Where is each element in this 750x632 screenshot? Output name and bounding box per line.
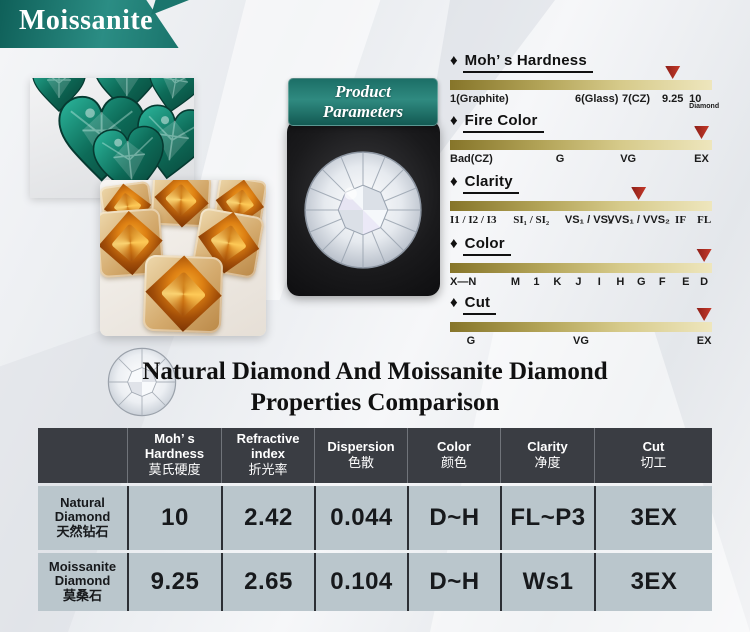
scale-tick-label: SI₁ / SI₂ xyxy=(513,214,550,226)
properties-comparison-table: Moh’ s Hardness 莫氏硬度 Refractive index 折光… xyxy=(38,428,712,611)
row-label: Moissanite Diamond 莫桑石 xyxy=(48,558,117,604)
scale-tick-label: G xyxy=(466,335,476,347)
scale-clarity: ♦ Clarity I1 / I2 / I3 SI₁ / SI₂ VS₁ / VS… xyxy=(450,173,712,230)
table-cell: 0.104 xyxy=(314,553,407,611)
scale-tick-label: M xyxy=(510,276,521,288)
scale-heading: Fire Color xyxy=(462,112,544,133)
comparison-title-line1: Natural Diamond And Moissanite Diamond xyxy=(142,358,608,385)
scale-tick-label: G xyxy=(555,153,565,165)
scale-cut: ♦ Cut G VG EX xyxy=(450,294,712,351)
scale-heading: Moh’ s Hardness xyxy=(462,52,593,73)
row-label: Natural Diamond 天然钻石 xyxy=(54,494,111,540)
scale-tick-label: VG xyxy=(620,153,637,165)
scale-tick-label: VS₁ / VS₂ xyxy=(564,214,613,226)
comparison-title: Natural Diamond And Moissanite Diamond P… xyxy=(0,356,750,419)
brand-banner-ribbon-tip xyxy=(151,0,189,15)
table-cell: D~H xyxy=(407,486,500,550)
marker-triangle-icon xyxy=(665,66,681,79)
scale-tick-label: 6(Glass) xyxy=(575,93,619,105)
product-label-line1: Product xyxy=(335,82,391,102)
diamond-bullet-icon: ♦ xyxy=(450,112,458,129)
scale-tick-label: 10 Diamond xyxy=(689,93,720,110)
table-cell: 2.42 xyxy=(221,486,314,550)
product-parameters-label: Product Parameters xyxy=(288,78,438,126)
scale-tick-label: I xyxy=(597,276,601,288)
table-header-refractive: Refractive index 折光率 xyxy=(221,428,314,483)
gradient-scale-bar xyxy=(450,308,712,332)
brand-name: Moissanite xyxy=(19,5,154,36)
diamond-bullet-icon: ♦ xyxy=(450,235,458,252)
scale-tick-label: IF xyxy=(675,214,687,226)
scale-tick-label: E xyxy=(682,276,690,288)
orange-radiant-gems-photo xyxy=(100,180,266,336)
scale-tick-label: K xyxy=(553,276,562,288)
scale-tick-label: EX xyxy=(696,335,712,347)
scale-tick-label: J xyxy=(575,276,582,288)
brand-banner: Moissanite xyxy=(0,0,190,48)
table-cell: 0.044 xyxy=(314,486,407,550)
scale-heading: Cut xyxy=(462,294,497,315)
table-cell: D~H xyxy=(407,553,500,611)
marker-triangle-icon xyxy=(631,187,647,200)
scale-tick-label: G xyxy=(636,276,646,288)
table-cell: 3EX xyxy=(594,553,712,611)
table-cell: FL~P3 xyxy=(500,486,594,550)
scale-tick-label: 9.25 xyxy=(661,93,684,105)
green-heart-gems-photo xyxy=(30,78,194,198)
gradient-scale-bar xyxy=(450,249,712,273)
table-cell: 3EX xyxy=(594,486,712,550)
table-header-color: Color 颜色 xyxy=(407,428,500,483)
table-cell: 9.25 xyxy=(127,553,221,611)
table-cell: 10 xyxy=(127,486,221,550)
marker-triangle-icon xyxy=(696,308,712,321)
scale-tick-label: EX xyxy=(694,153,709,165)
table-header-dispersion: Dispersion 色散 xyxy=(314,428,407,483)
gradient-scale-bar xyxy=(450,66,712,90)
scale-mohs-hardness: ♦ Moh’ s Hardness 1(Graphite) 6(Glass) 7(… xyxy=(450,52,719,110)
table-header-mohs: Moh’ s Hardness 莫氏硬度 xyxy=(127,428,221,483)
scale-tick-label: FL xyxy=(697,214,712,226)
table-row-natural-diamond: Natural Diamond 天然钻石 10 2.42 0.044 D~H F… xyxy=(38,486,712,550)
orange-gem xyxy=(142,254,224,334)
scale-tick-label: F xyxy=(658,276,666,288)
scale-tick-label: X—N xyxy=(450,276,477,288)
table-cell: Ws1 xyxy=(500,553,594,611)
table-header-clarity: Clarity 净度 xyxy=(500,428,594,483)
scale-tick-label: 1 xyxy=(533,276,540,288)
diamond-bullet-icon: ♦ xyxy=(450,173,458,190)
table-row-moissanite-diamond: Moissanite Diamond 莫桑石 9.25 2.65 0.104 D… xyxy=(38,553,712,611)
scale-tick-label: VVS₁ / VVS₂ xyxy=(607,214,670,226)
scale-color: ♦ Color X—N M 1 K J I H G F E D xyxy=(450,235,712,292)
table-header-cut: Cut 切工 xyxy=(594,428,712,483)
scale-tick-label: Bad(CZ) xyxy=(450,153,493,165)
diamond-bullet-icon: ♦ xyxy=(450,52,458,69)
marker-triangle-icon xyxy=(694,126,710,139)
scale-heading: Clarity xyxy=(462,173,519,194)
product-label-line2: Parameters xyxy=(322,102,404,121)
scale-tick-label: D xyxy=(700,276,709,288)
table-header-row: Moh’ s Hardness 莫氏硬度 Refractive index 折光… xyxy=(38,428,712,483)
diamond-bullet-icon: ♦ xyxy=(450,294,458,311)
scale-tick-label: I1 / I2 / I3 xyxy=(450,214,497,226)
comparison-title-line2: Properties Comparison xyxy=(250,389,500,417)
white-diamond-photo-card xyxy=(287,120,440,296)
gradient-scale-bar xyxy=(450,187,712,211)
gradient-scale-bar xyxy=(450,126,712,150)
scale-tick-label: H xyxy=(616,276,625,288)
scale-fire-color: ♦ Fire Color Bad(CZ) G VG EX xyxy=(450,112,712,169)
marker-triangle-icon xyxy=(696,249,712,262)
scale-tick-label: 7(CZ) xyxy=(621,93,651,105)
scale-heading: Color xyxy=(462,235,511,256)
round-diamond-illustration xyxy=(304,151,422,269)
scale-tick-label: VG xyxy=(573,335,589,347)
scale-tick-label: 1(Graphite) xyxy=(450,93,509,105)
table-header-empty xyxy=(38,428,127,483)
table-cell: 2.65 xyxy=(221,553,314,611)
